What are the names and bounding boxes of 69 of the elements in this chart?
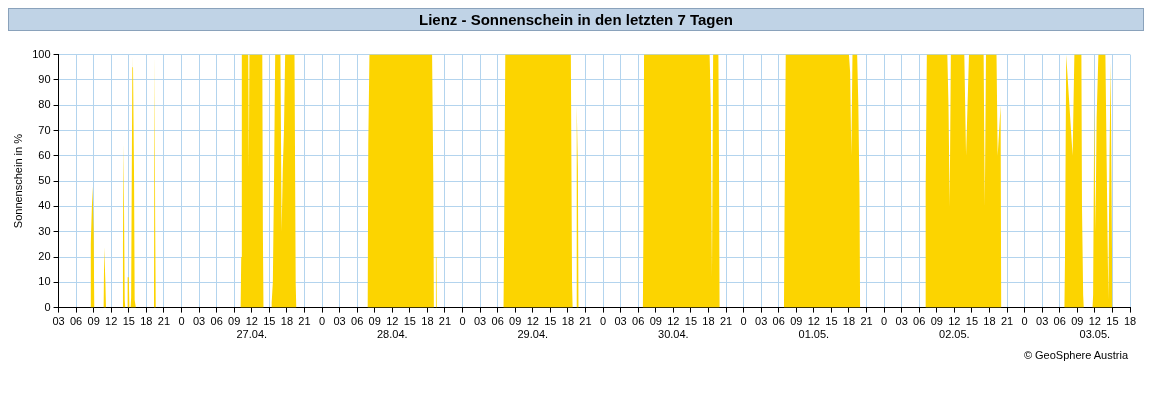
x-tick-label: 15 — [122, 315, 135, 328]
x-tick-label: 15 — [965, 315, 979, 328]
x-tick-label: 03 — [52, 315, 65, 328]
x-tick-label: 09 — [930, 315, 943, 328]
x-tick-label: 18 — [280, 315, 294, 328]
x-tick-label: 06 — [69, 315, 83, 328]
x-tick-label: 12 — [105, 315, 118, 328]
x-tick-label: 21 — [438, 315, 452, 328]
x-tick-label: 18 — [842, 315, 856, 328]
y-tick-label: 100 — [32, 47, 51, 60]
x-tick-label: 15 — [544, 315, 557, 328]
x-tick-label: 06 — [491, 315, 504, 328]
x-tick-label: 21 — [157, 315, 171, 328]
x-tick-label: 18 — [140, 315, 153, 328]
x-tick-label: 18 — [1123, 315, 1137, 328]
x-tick-label: 06 — [772, 315, 785, 328]
x-tick-label: 21 — [579, 315, 592, 328]
x-tick-label: 21 — [1000, 315, 1014, 328]
y-tick-label: 60 — [38, 148, 51, 161]
y-tick-label: 50 — [38, 174, 51, 187]
x-tick-label: 09 — [368, 315, 381, 328]
y-tick-label: 0 — [44, 300, 51, 313]
x-tick-label: 18 — [561, 315, 575, 328]
x-tick-label: 06 — [632, 315, 645, 328]
x-tick-label: 0 — [740, 315, 747, 328]
x-tick-label: 09 — [228, 315, 241, 328]
y-tick-label: 30 — [38, 224, 51, 237]
x-tick-label: 0 — [600, 315, 607, 328]
x-tick-label: 09 — [790, 315, 803, 328]
x-tick-label: 15 — [263, 315, 276, 328]
x-tick-label: 06 — [351, 315, 364, 328]
x-tick-label: 0 — [178, 315, 185, 328]
y-tick-label: 70 — [38, 123, 51, 136]
y-tick-label: 80 — [38, 98, 51, 111]
y-tick-label: 40 — [38, 199, 51, 212]
x-tick-label: 18 — [983, 315, 996, 328]
text: © GeoSphere Austria — [1022, 349, 1128, 361]
x-tick-label: 15 — [403, 315, 416, 328]
x-tick-label: 03 — [755, 315, 768, 328]
x-tick-label: 09 — [1071, 315, 1084, 328]
x-tick-label: 21 — [298, 315, 311, 328]
x-tick-label: 0 — [318, 315, 326, 328]
x-tick-label: 15 — [825, 315, 838, 328]
x-tick-label: 03 — [333, 315, 346, 328]
x-tick-label: 0 — [1021, 315, 1028, 328]
y-tick-label: 10 — [38, 275, 51, 288]
y-tick-label: 20 — [38, 250, 51, 263]
x-tick-label: 03 — [192, 315, 206, 328]
x-tick-label: 0 — [459, 315, 466, 328]
x-tick-label: 09 — [649, 315, 662, 328]
x-tick-label: 09 — [509, 315, 522, 328]
x-tick-label: 09 — [87, 315, 100, 328]
x-tick-label: 06 — [210, 315, 223, 328]
x-tick-label: 03 — [473, 315, 487, 328]
chart-title: Lienz - Sonnenschein in den letzten 7 Tagen — [8, 8, 1144, 31]
y-tick-label: 90 — [38, 72, 51, 85]
x-tick-label: 21 — [719, 315, 733, 328]
x-tick-label: 03 — [614, 315, 627, 328]
x-tick-label: 15 — [1106, 315, 1119, 328]
x-tick-label: 18 — [421, 315, 434, 328]
x-tick-label: 18 — [702, 315, 715, 328]
x-tick-label: 15 — [684, 315, 698, 328]
x-tick-label: 03 — [1036, 315, 1049, 328]
y-axis-title: Sonnenschein in % — [11, 133, 24, 229]
x-tick-label: 0 — [881, 315, 888, 328]
x-tick-label: 06 — [1053, 315, 1066, 328]
x-tick-label: 21 — [860, 315, 873, 328]
x-tick-label: 03 — [895, 315, 908, 328]
x-tick-label: 06 — [913, 315, 926, 328]
